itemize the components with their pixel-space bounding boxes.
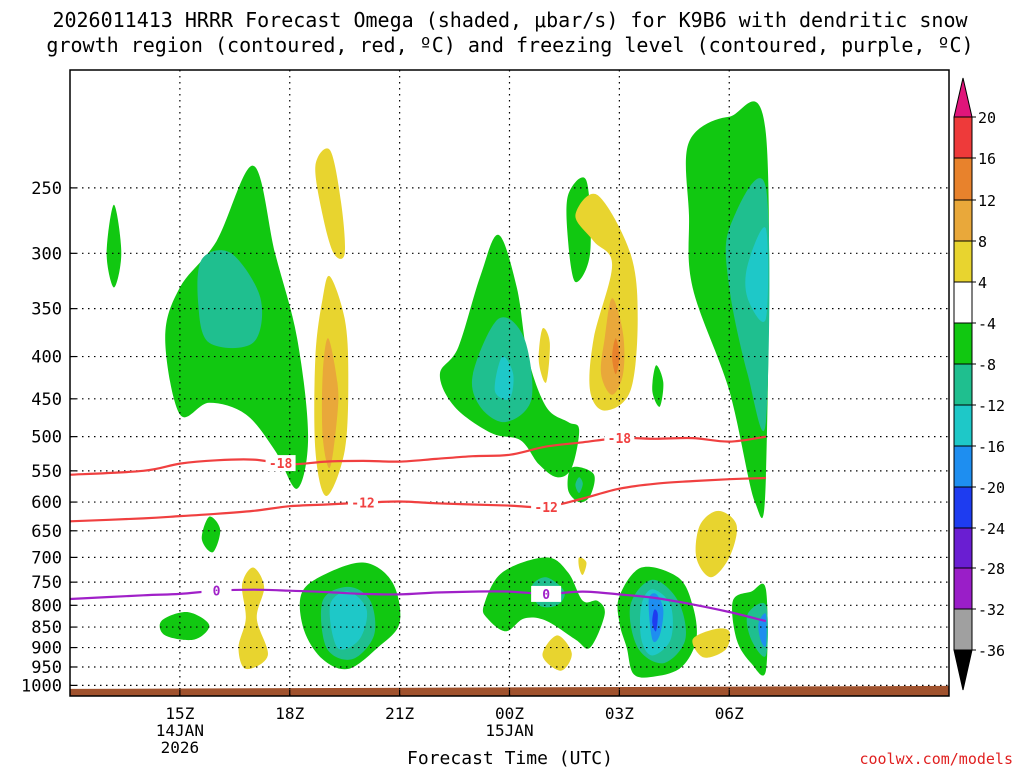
colorbar-swatch-2 <box>953 199 973 242</box>
colorbar-swatch-8 <box>953 445 973 488</box>
contour-label-bg-dgz-minus12-0 <box>348 494 378 511</box>
colorbar-label-10: -24 <box>978 520 1005 538</box>
y-tick-label-900: 900 <box>31 639 62 659</box>
omega-region-orange-core-03z <box>600 298 625 395</box>
x-tick-year-15Z: 2026 <box>161 738 200 757</box>
contour-label-dgz-minus18-1: -18 <box>608 432 632 447</box>
colorbar-swatch-11 <box>953 567 973 610</box>
omega-region-yellow-band-19z <box>315 148 346 259</box>
chart-title-line1: 2026011413 HRRR Forecast Omega (shaded, … <box>52 8 968 32</box>
colorbar-label-9: -20 <box>978 479 1005 497</box>
x-tick-label-03Z: 03Z <box>605 704 634 723</box>
grid <box>70 70 949 696</box>
omega-shaded-regions <box>106 101 770 678</box>
omega-region-yellow-blob-05z-low <box>692 628 731 658</box>
colorbar-swatch-12 <box>953 608 973 651</box>
contour-label-bg-freezing-level-1 <box>531 585 562 602</box>
colorbar-label-11: -28 <box>978 560 1005 578</box>
contour-label-bg-dgz-minus12-1 <box>531 498 562 515</box>
y-axis: 2503003504004505005506006507007508008509… <box>21 179 76 696</box>
colorbar-label-3: 8 <box>978 233 987 251</box>
colorbar-label-7: -12 <box>978 397 1005 415</box>
x-tick-label-00Z: 00Z <box>495 704 524 723</box>
colorbar-label-5: -4 <box>978 315 996 333</box>
y-tick-label-300: 300 <box>31 244 62 264</box>
omega-region-cyan-core-23z <box>494 356 514 400</box>
y-tick-label-250: 250 <box>31 179 62 199</box>
colorbar-swatch-3 <box>953 240 973 283</box>
omega-region-teal-dot-02z <box>575 477 583 494</box>
chart-title-line2: growth region (contoured, red, ºC) and f… <box>46 33 973 57</box>
site-credit: coolwx.com/models <box>859 750 1013 768</box>
y-tick-label-950: 950 <box>31 658 62 678</box>
y-tick-label-600: 600 <box>31 493 62 513</box>
colorbar-top-arrow <box>953 77 973 118</box>
colorbar-label-8: -16 <box>978 438 1005 456</box>
omega-region-cyan-low-19z <box>329 591 368 650</box>
colorbar-swatch-4 <box>953 281 973 324</box>
colorbar-swatch-9 <box>953 486 973 529</box>
omega-region-green-ridge-15z <box>106 204 122 288</box>
omega-region-cyan-core-06z <box>745 227 769 322</box>
contour-dgz-minus18 <box>70 435 767 476</box>
omega-region-green-sliver-04z <box>652 365 664 407</box>
omega-region-green-blob-16z-850 <box>159 611 210 641</box>
x-tick-date-00Z: 15JAN <box>485 721 533 740</box>
y-tick-label-700: 700 <box>31 548 62 568</box>
colorbar-swatch-5 <box>953 322 973 365</box>
x-tick-date-15Z: 14JAN <box>156 721 204 740</box>
omega-region-yellow-dot-02z-low <box>578 557 587 575</box>
y-tick-label-800: 800 <box>31 596 62 616</box>
temperature-contours: -18 -18 -12 -12 0 0 <box>70 430 767 623</box>
y-tick-label-350: 350 <box>31 300 62 320</box>
colorbar-swatch-10 <box>953 527 973 569</box>
colorbar-label-12: -32 <box>978 601 1005 619</box>
colorbar-label-4: 4 <box>978 274 987 292</box>
y-tick-label-750: 750 <box>31 573 62 593</box>
omega-region-blue-core-04z-low <box>652 609 658 632</box>
omega-region-yellow-dot-01z <box>538 327 550 383</box>
contour-label-bg-dgz-minus18-0 <box>265 455 296 472</box>
colorbar-label-0: 20 <box>978 109 996 127</box>
omega-region-teal-core-16z <box>197 250 263 349</box>
omega-region-orange-inner-03z <box>612 338 620 375</box>
omega-region-green-blob-15z-650 <box>201 516 221 553</box>
x-axis-title: Forecast Time (UTC) <box>407 748 613 768</box>
contour-dgz-minus12 <box>70 476 766 523</box>
contour-label-freezing-level-1: 0 <box>542 588 550 603</box>
omega-region-yellow-col-17z <box>238 567 268 670</box>
y-tick-label-450: 450 <box>31 390 62 410</box>
omega-region-yellow-dot-01z-low <box>542 635 572 671</box>
contour-label-dgz-minus12-1: -12 <box>534 501 557 516</box>
colorbar-bottom-arrow <box>953 649 973 691</box>
x-tick-label-06Z: 06Z <box>715 704 744 723</box>
y-tick-label-650: 650 <box>31 522 62 542</box>
colorbar-swatch-6 <box>953 363 973 406</box>
colorbar-swatch-0 <box>953 116 973 159</box>
contour-label-bg-freezing-level-0 <box>201 582 232 599</box>
colorbar-swatch-7 <box>953 404 973 447</box>
contour-label-bg-dgz-minus18-1 <box>604 430 635 447</box>
y-tick-label-850: 850 <box>31 618 62 638</box>
colorbar-label-13: -36 <box>978 642 1005 660</box>
x-tick-label-18Z: 18Z <box>275 704 304 723</box>
contour-label-freezing-level-0: 0 <box>213 585 221 600</box>
colorbar-swatch-1 <box>953 157 973 201</box>
colorbar-label-6: -8 <box>978 356 996 374</box>
omega-region-orange-core-19z <box>321 338 339 469</box>
colorbar-label-1: 16 <box>978 150 996 168</box>
y-tick-label-1000: 1000 <box>21 676 62 696</box>
x-tick-label-21Z: 21Z <box>385 704 414 723</box>
y-tick-label-500: 500 <box>31 428 62 448</box>
omega-region-yellow-blob-05z <box>695 510 737 578</box>
y-tick-label-550: 550 <box>31 462 62 482</box>
x-tick-label-15Z: 15Z <box>165 704 194 723</box>
contour-label-dgz-minus12-0: -12 <box>351 497 374 512</box>
colorbar: 20 16 12 8 4 -4 -8 -12 -16 -20 -24 -28 -32 -36 <box>953 77 1005 691</box>
colorbar-label-2: 12 <box>978 192 996 210</box>
contour-label-dgz-minus18-0: -18 <box>269 457 293 472</box>
y-tick-label-400: 400 <box>31 348 62 368</box>
